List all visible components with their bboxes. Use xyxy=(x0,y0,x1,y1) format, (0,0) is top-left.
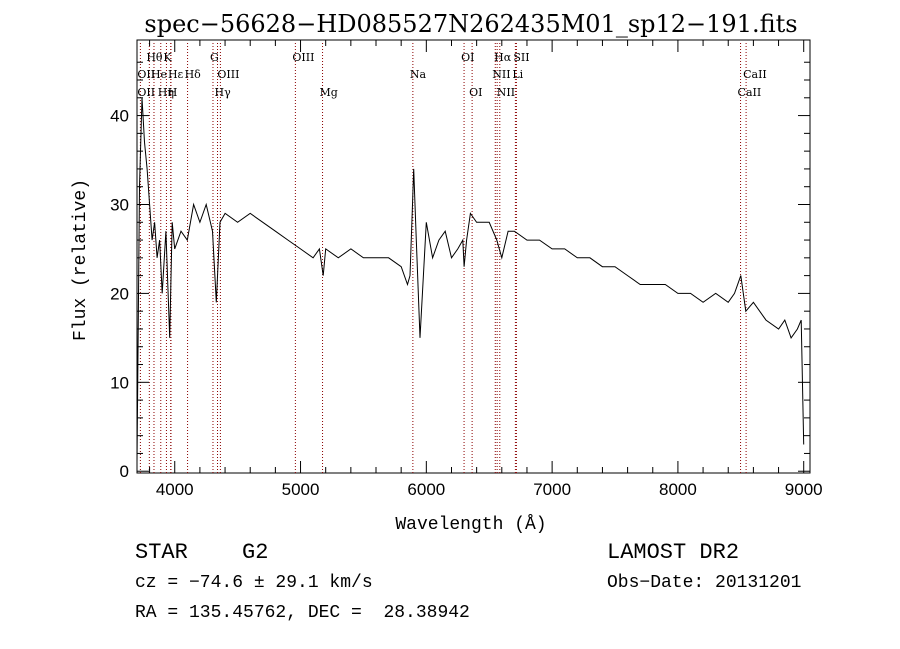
x-tick-label: 4000 xyxy=(156,480,194,499)
subclass: G2 xyxy=(242,540,269,565)
spectral-line-label: NII xyxy=(492,68,510,81)
y-axis-label: Flux (relative) xyxy=(71,179,91,341)
y-tick-label: 10 xyxy=(110,373,129,392)
spectral-line-label: OIII xyxy=(217,68,239,81)
x-tick-label: 5000 xyxy=(282,480,320,499)
x-axis-label: Wavelength (Å) xyxy=(395,514,546,535)
spectral-line-label: G xyxy=(210,51,219,64)
y-tick-label: 30 xyxy=(110,195,129,214)
spectral-line-label: Li xyxy=(512,68,523,81)
spectral-line-label: OIII xyxy=(292,51,314,64)
spectral-line-label: Na xyxy=(410,68,427,81)
plot-frame xyxy=(136,39,811,474)
spectral-line-label: CaII xyxy=(743,68,767,81)
spectral-line-label: OII xyxy=(137,86,155,99)
spectral-line-label: OI xyxy=(461,51,474,64)
spectral-line-label: NII xyxy=(497,86,515,99)
obs-date: Obs−Date: 20131201 xyxy=(607,573,802,593)
coordinates: RA = 135.45762, DEC = 28.38942 xyxy=(135,603,470,623)
survey-name: LAMOST DR2 xyxy=(607,540,740,565)
x-tick-label: 7000 xyxy=(533,480,571,499)
spectral-line-label: Hα xyxy=(494,51,512,64)
spectral-line-label: Hε xyxy=(168,68,184,81)
x-axis: 4000 5000 6000 7000 8000 9000 xyxy=(149,40,823,499)
spectral-line-label: OII xyxy=(137,68,155,81)
object-class: STAR xyxy=(135,540,188,565)
spectral-line-label: Hη xyxy=(158,86,174,99)
spectral-line-label: SII xyxy=(513,51,529,64)
spectral-line-label: OI xyxy=(469,86,482,99)
spectrum-series-line xyxy=(136,97,805,463)
x-tick-label: 6000 xyxy=(407,480,445,499)
y-tick-label: 0 xyxy=(120,462,129,481)
spectral-line-label: CaII xyxy=(738,86,762,99)
spectral-line-label: Hγ xyxy=(215,86,232,99)
spectral-line-label: K xyxy=(163,51,172,64)
x-tick-label: 9000 xyxy=(785,480,823,499)
spectral-line-label: He xyxy=(151,68,167,81)
redshift: cz = −74.6 ± 29.1 km/s xyxy=(135,573,373,593)
spectral-line-label: H xyxy=(168,86,178,99)
y-tick-label: 20 xyxy=(110,284,129,303)
spectral-line-label: Hθ xyxy=(146,51,163,64)
x-tick-label: 8000 xyxy=(659,480,697,499)
chart-title: spec−56628−HD085527N262435M01_sp12−191.f… xyxy=(144,10,797,38)
spectral-line-label: Mg xyxy=(320,86,338,99)
reference-lines xyxy=(139,43,747,473)
y-tick-label: 40 xyxy=(110,107,129,126)
spectral-line-label: Hδ xyxy=(185,68,202,81)
